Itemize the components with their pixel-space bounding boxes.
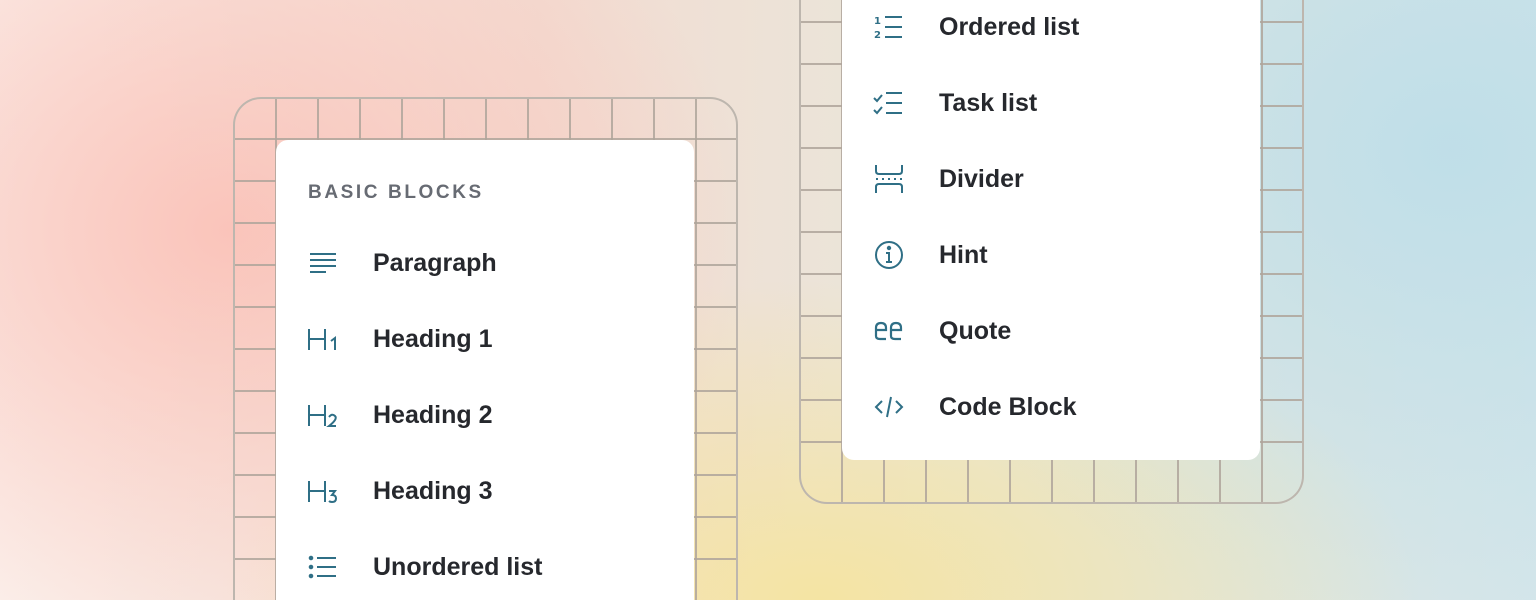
menu-item-label: Heading 3: [373, 476, 493, 505]
menu-item-code-block[interactable]: Code Block: [842, 387, 1260, 427]
quote-icon: [872, 314, 906, 348]
menu-item-heading-2[interactable]: Heading 2: [276, 395, 694, 435]
menu-item-quote[interactable]: Quote: [842, 311, 1260, 351]
heading-2-icon: [306, 398, 340, 432]
svg-text:2: 2: [874, 30, 881, 41]
menu-item-label: Hint: [939, 240, 988, 269]
menu-item-divider[interactable]: Divider: [842, 159, 1260, 199]
menu-item-unordered-list[interactable]: Unordered list: [276, 547, 694, 587]
menu-item-heading-1[interactable]: Heading 1: [276, 319, 694, 359]
menu-item-label: Heading 2: [373, 400, 493, 429]
menu-item-label: Divider: [939, 164, 1024, 193]
info-icon: [872, 238, 906, 272]
svg-text:1: 1: [874, 16, 881, 27]
menu-item-label: Task list: [939, 88, 1038, 117]
code-icon: [872, 390, 906, 424]
menu-item-label: Unordered list: [373, 552, 543, 581]
menu-item-label: Code Block: [939, 392, 1077, 421]
menu-item-task-list[interactable]: Task list: [842, 83, 1260, 123]
section-header: BASIC BLOCKS: [308, 182, 484, 203]
heading-3-icon: [306, 474, 340, 508]
menu-item-label: Paragraph: [373, 248, 497, 277]
heading-1-icon: [306, 322, 340, 356]
menu-item-label: Quote: [939, 316, 1012, 345]
menu-item-label: Heading 1: [373, 324, 493, 353]
paragraph-icon: [306, 246, 340, 280]
menu-item-heading-3[interactable]: Heading 3: [276, 471, 694, 511]
task-list-icon: [872, 86, 906, 120]
block-menu-basic: BASIC BLOCKS Paragraph Heading 1 Heading…: [276, 140, 694, 600]
unordered-list-icon: [306, 550, 340, 584]
divider-icon: [872, 162, 906, 196]
menu-item-label: Ordered list: [939, 12, 1080, 41]
menu-item-hint[interactable]: Hint: [842, 235, 1260, 275]
menu-item-paragraph[interactable]: Paragraph: [276, 243, 694, 283]
